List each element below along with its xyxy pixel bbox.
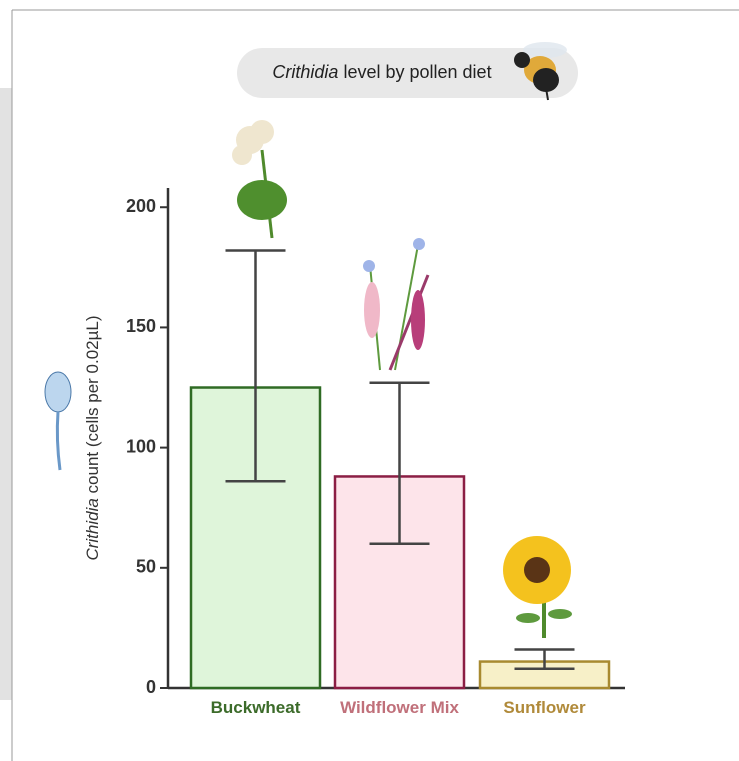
title-text: level by pollen diet: [343, 62, 491, 82]
chart-title: Crithidia level by pollen diet: [272, 62, 491, 82]
x-tick-label: Buckwheat: [210, 698, 301, 717]
y-tick-label: 0: [146, 677, 156, 697]
y-axis-label: Crithidia count (cells per 0.02µL): [83, 315, 102, 560]
parasite-icon: [44, 371, 72, 471]
wildflower-icon: [363, 238, 430, 371]
sunflower-icon: [503, 536, 572, 638]
bee-icon: [514, 42, 567, 101]
x-tick-label: Sunflower: [503, 698, 586, 717]
y-tick-label: 200: [126, 196, 156, 216]
buckwheat-icon: [232, 120, 287, 239]
title-italic: Crithidia: [272, 62, 338, 82]
x-tick-label: Wildflower Mix: [340, 698, 459, 717]
title-pill: [237, 48, 578, 98]
y-tick-label: 150: [126, 316, 156, 336]
y-tick-label: 100: [126, 436, 156, 456]
y-tick-label: 50: [136, 557, 156, 577]
y-label-text: count (cells per 0.02µL): [83, 315, 102, 493]
y-label-italic: Crithidia: [83, 498, 102, 560]
side-panel: [0, 88, 12, 700]
